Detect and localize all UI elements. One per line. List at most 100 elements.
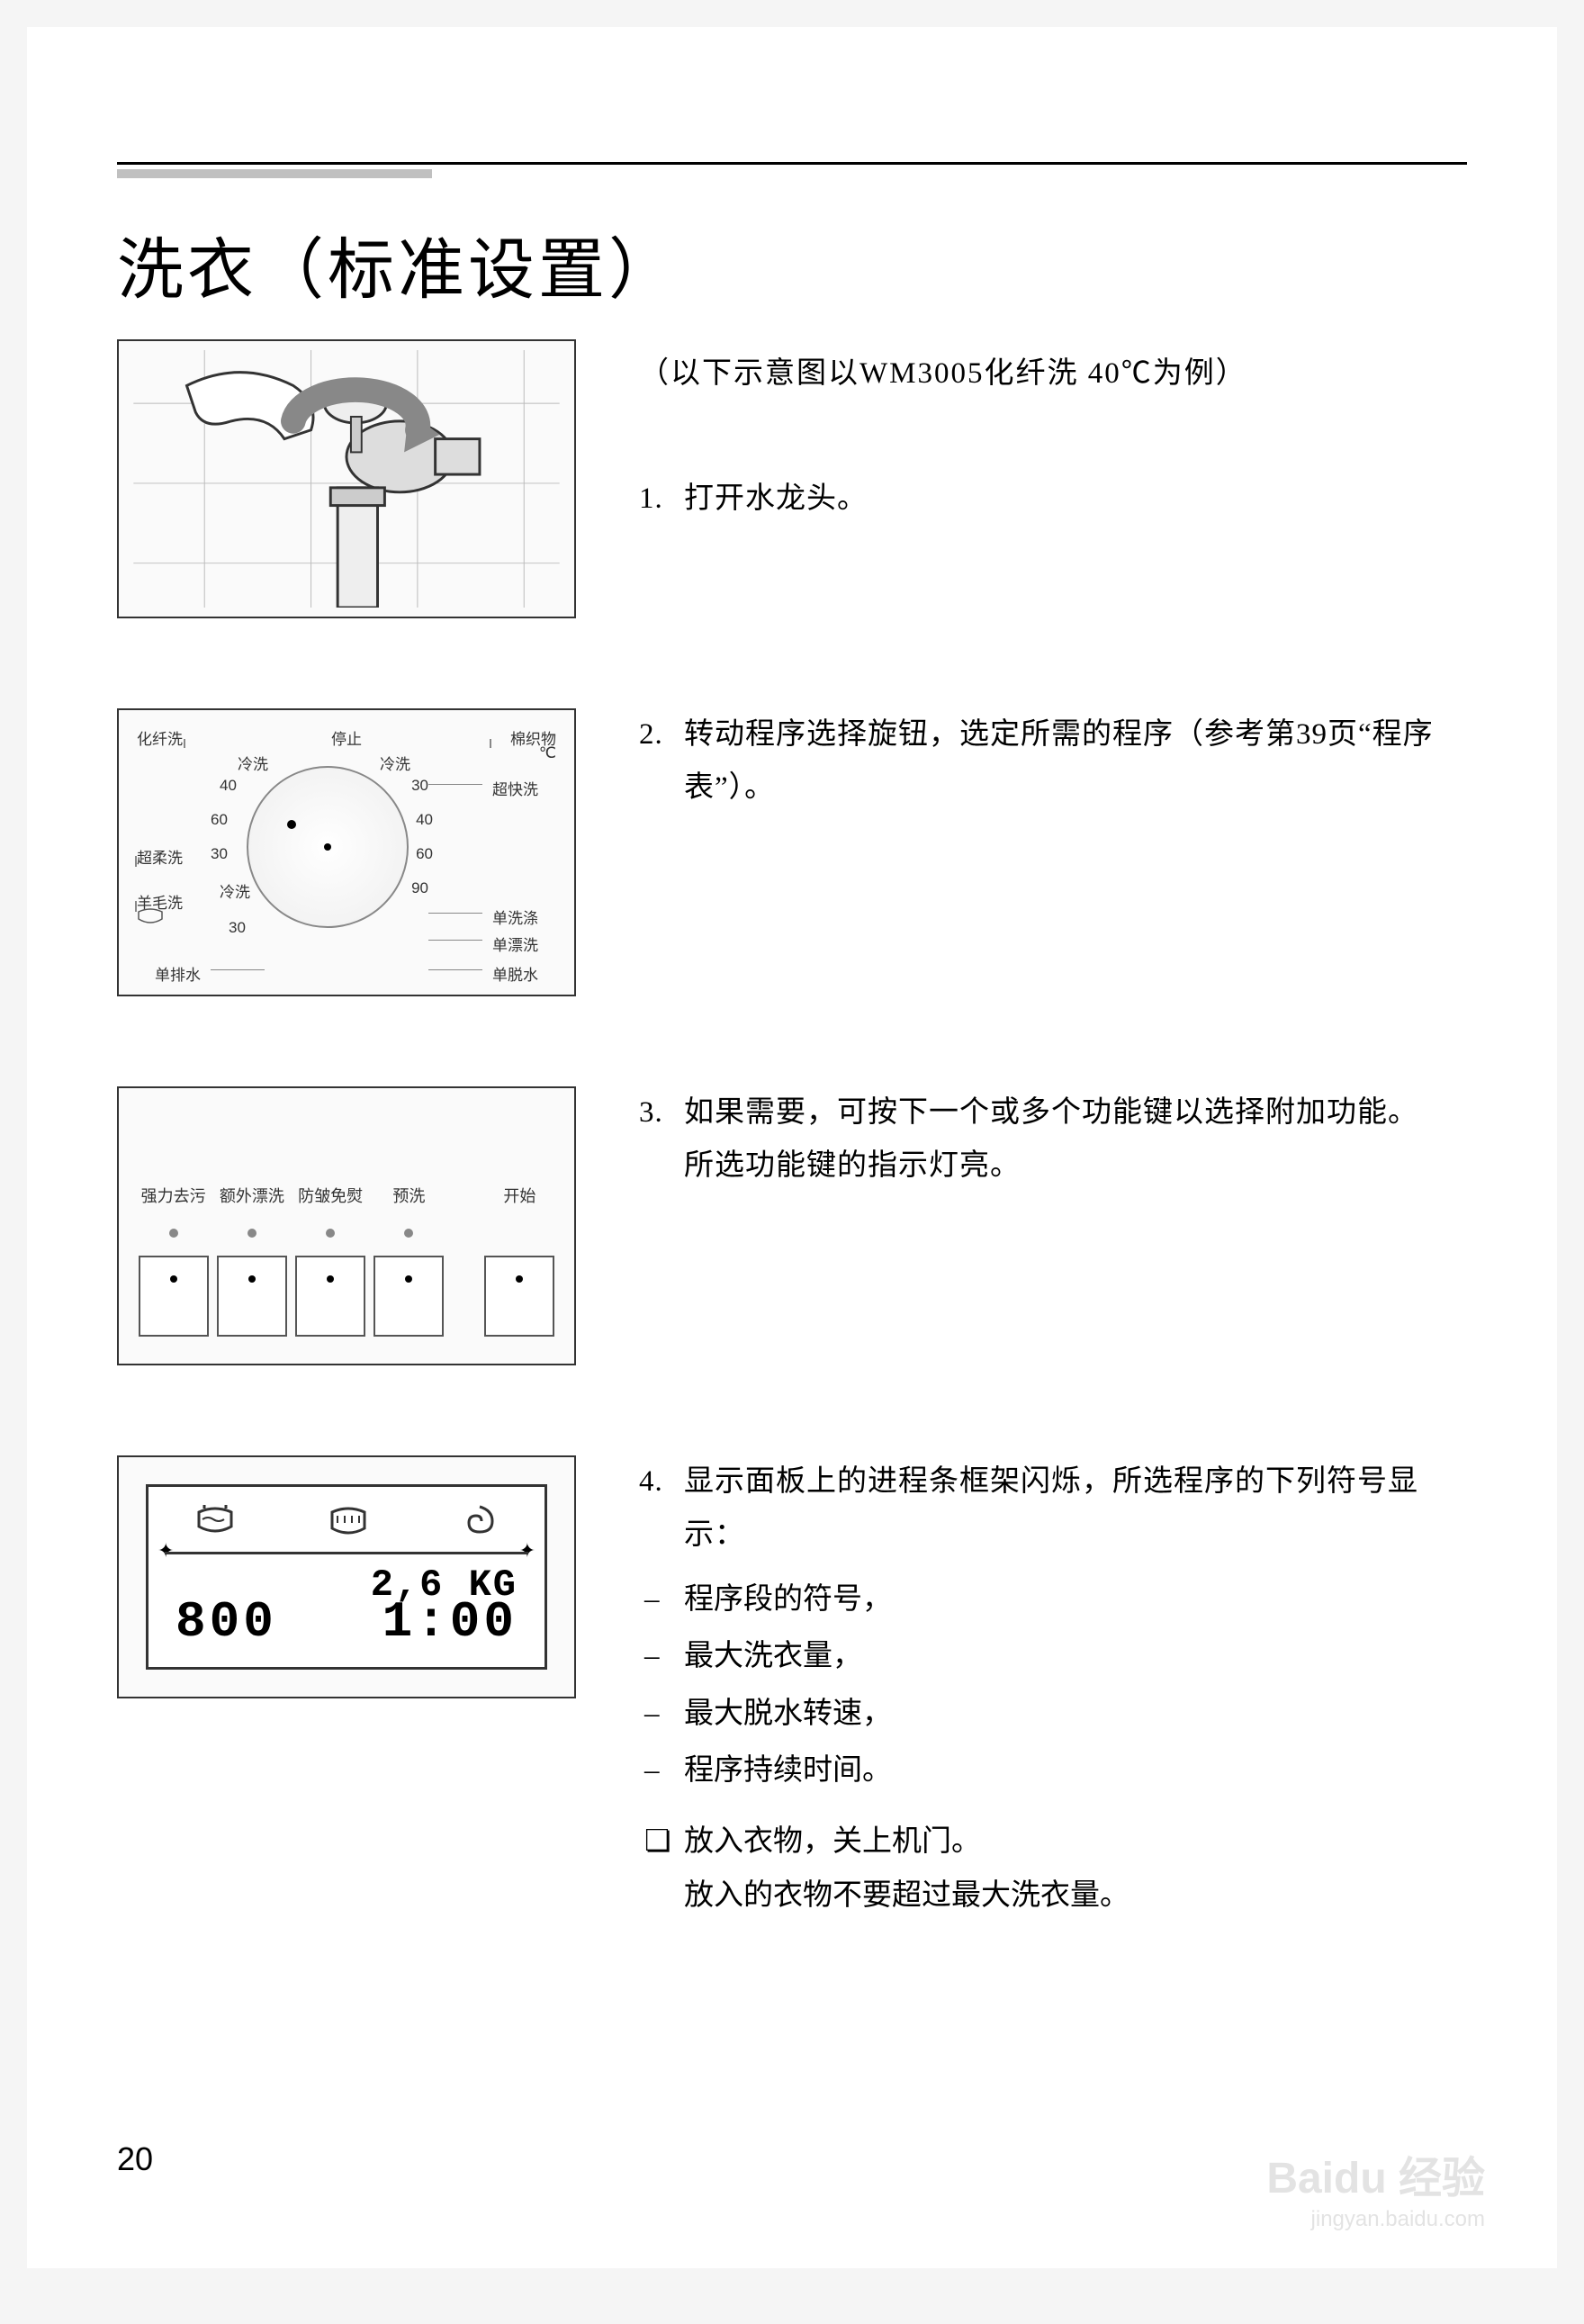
dial-stop: 停止 [331, 726, 362, 749]
step-4-item-a: – 程序段的符号， [639, 1573, 1467, 1626]
dial-left-title: 化纤洗 [137, 726, 183, 749]
step-4-box-l2: 放入的衣物不要超过最大洗衣量。 [684, 1879, 1130, 1912]
btn-led-4 [404, 1229, 413, 1238]
btn-4[interactable] [374, 1256, 444, 1337]
btn-label-4: 预洗 [373, 1184, 446, 1211]
dial-60-l: 60 [211, 811, 228, 829]
box-bullet: ❏ [639, 1815, 684, 1923]
dial-30-l: 30 [211, 845, 228, 863]
watermark: Baidu 经验 [1266, 2142, 1485, 2205]
dial-soft: 超柔洗 [137, 845, 183, 868]
wash-icon [195, 1503, 235, 1536]
step-1: 1. 打开水龙头。 [639, 473, 1467, 526]
spark-right-icon: ✦ [519, 1539, 536, 1563]
figure-tap [117, 339, 576, 618]
dial-cold-left: 冷洗 [238, 752, 268, 774]
handwash-icon [137, 908, 164, 926]
step-3-line2: 所选功能键的指示灯亮。 [684, 1149, 1021, 1182]
step-4-num: 4. [639, 1455, 684, 1563]
step4-block: 4. 显示面板上的进程条框架闪烁，所选程序的下列符号显示： – 程序段的符号， … [639, 1455, 1467, 1926]
dial-30-r: 30 [411, 777, 428, 795]
dash-bullet: – [639, 1688, 684, 1741]
dash-bullet: – [639, 1573, 684, 1626]
figure-display: ✦ ✦ 2,6 KG 800 1:00 [117, 1455, 576, 1698]
btn-label-3: 防皱免熨 [294, 1184, 367, 1211]
step-4-box-l1: 放入衣物，关上机门。 [684, 1825, 981, 1858]
btn-3[interactable] [295, 1256, 365, 1337]
step-3-line1: 如果需要，可按下一个或多个功能键以选择附加功能。 [684, 1096, 1418, 1129]
lcd-panel: ✦ ✦ 2,6 KG 800 1:00 [146, 1484, 547, 1670]
page: 洗衣（标准设置） [27, 27, 1557, 2268]
lcd-separator [165, 1552, 528, 1554]
btn-1[interactable] [139, 1256, 209, 1337]
dial-single-wash: 单洗涤 [492, 905, 538, 928]
step-2-text: 转动程序选择旋钮，选定所需的程序（参考第39页“程序表”）。 [684, 708, 1467, 815]
step-3: 3. 如果需要，可按下一个或多个功能键以选择附加功能。 所选功能键的指示灯亮。 [639, 1086, 1467, 1194]
dial-cold-bl: 冷洗 [220, 879, 250, 902]
spin-icon [462, 1503, 498, 1536]
dial-single-spin: 单脱水 [492, 962, 538, 985]
btn-col-1: 强力去污 [137, 1184, 210, 1337]
lcd-time: 1:00 [382, 1593, 518, 1651]
dial-90: 90 [411, 879, 428, 897]
dial-30-bl: 30 [229, 919, 246, 937]
dial-single-drain: 单排水 [155, 962, 201, 985]
rinse-icon [328, 1503, 368, 1536]
step-4-item-d-text: 程序持续时间。 [684, 1744, 892, 1797]
step-1-text: 打开水龙头。 [684, 473, 1467, 526]
dial-60-r: 60 [416, 845, 433, 863]
button-row: 强力去污 额外漂洗 防皱免熨 预洗 [137, 1115, 556, 1337]
lcd-icons [148, 1503, 544, 1536]
dash-bullet: – [639, 1630, 684, 1683]
btn-5[interactable] [484, 1256, 554, 1337]
step-4: 4. 显示面板上的进程条框架闪烁，所选程序的下列符号显示： [639, 1455, 1467, 1563]
dial-cold-right: 冷洗 [380, 752, 410, 774]
header-grey-bar [117, 169, 432, 178]
dial-pointer [287, 820, 296, 829]
btn-col-4: 预洗 [373, 1184, 446, 1337]
btn-label-5: 开始 [483, 1184, 556, 1211]
step-4-text: 显示面板上的进程条框架闪烁，所选程序的下列符号显示： [684, 1455, 1467, 1563]
step-1-num: 1. [639, 473, 684, 526]
step-3-text: 如果需要，可按下一个或多个功能键以选择附加功能。 所选功能键的指示灯亮。 [684, 1086, 1467, 1194]
btn-col-3: 防皱免熨 [294, 1184, 367, 1337]
step-2: 2. 转动程序选择旋钮，选定所需的程序（参考第39页“程序表”）。 [639, 708, 1467, 815]
btn-2[interactable] [217, 1256, 287, 1337]
watermark-sub: jingyan.baidu.com [1311, 2207, 1485, 2232]
dash-bullet: – [639, 1744, 684, 1797]
dial-40-r: 40 [416, 811, 433, 829]
figure-dial: 化纤洗 停止 棉织物 ℃ 冷洗 冷洗 40 30 超快洗 60 40 超柔洗 3… [117, 708, 576, 996]
step-4-item-d: – 程序持续时间。 [639, 1744, 1467, 1797]
dial-unit: ℃ [539, 744, 556, 762]
header-rule [117, 162, 1467, 165]
step-4-item-b-text: 最大洗衣量， [684, 1630, 862, 1683]
dial-single-rinse: 单漂洗 [492, 932, 538, 955]
spark-left-icon: ✦ [158, 1539, 174, 1563]
step-4-item-b: – 最大洗衣量， [639, 1630, 1467, 1683]
step-4-box-text: 放入衣物，关上机门。 放入的衣物不要超过最大洗衣量。 [684, 1815, 1130, 1923]
btn-label-1: 强力去污 [137, 1184, 210, 1211]
btn-led-3 [326, 1229, 335, 1238]
dial-40-l: 40 [220, 777, 237, 795]
step2-block: 2. 转动程序选择旋钮，选定所需的程序（参考第39页“程序表”）。 [639, 708, 1467, 996]
step-4-item-c: – 最大脱水转速， [639, 1688, 1467, 1741]
btn-led-1 [169, 1229, 178, 1238]
lcd-spin: 800 [176, 1593, 277, 1651]
btn-col-2: 额外漂洗 [215, 1184, 288, 1337]
intro-text: （以下示意图以WM3005化纤洗 40℃为例） [639, 348, 1467, 392]
step-3-num: 3. [639, 1086, 684, 1194]
content-grid: （以下示意图以WM3005化纤洗 40℃为例） 1. 打开水龙头。 化纤洗 停止… [117, 339, 1467, 1926]
page-title: 洗衣（标准设置） [117, 216, 1467, 312]
step-2-num: 2. [639, 708, 684, 815]
btn-col-5: 开始 [483, 1184, 556, 1337]
tap-illustration [128, 350, 565, 608]
dial-quick: 超快洗 [492, 777, 538, 799]
step-4-box: ❏ 放入衣物，关上机门。 放入的衣物不要超过最大洗衣量。 [639, 1815, 1467, 1923]
dial-knob[interactable] [247, 766, 409, 928]
btn-label-2: 额外漂洗 [215, 1184, 288, 1211]
step-4-item-a-text: 程序段的符号， [684, 1573, 892, 1626]
dial-panel: 化纤洗 停止 棉织物 ℃ 冷洗 冷洗 40 30 超快洗 60 40 超柔洗 3… [130, 721, 563, 984]
btn-led-2 [248, 1229, 256, 1238]
step3-block: 3. 如果需要，可按下一个或多个功能键以选择附加功能。 所选功能键的指示灯亮。 [639, 1086, 1467, 1365]
figure-buttons: 强力去污 额外漂洗 防皱免熨 预洗 [117, 1086, 576, 1365]
